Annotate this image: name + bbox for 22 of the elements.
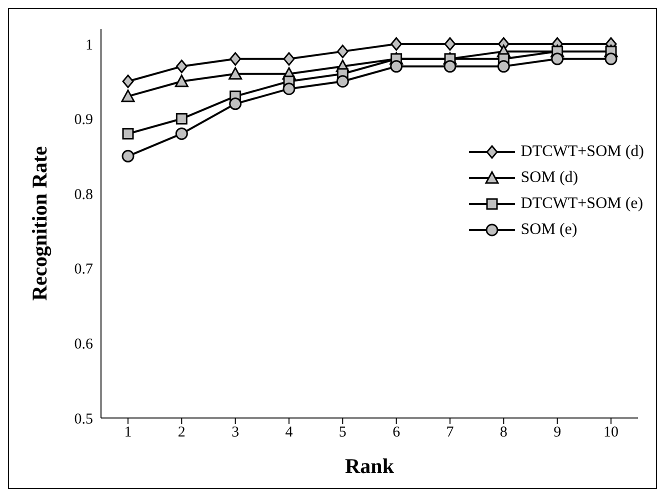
- x-tick-label: 6: [392, 424, 401, 441]
- x-tick-label: 2: [178, 424, 186, 441]
- x-tick-label: 5: [338, 424, 346, 441]
- y-tick-label: 1: [86, 37, 93, 54]
- legend-label: SOM (e): [520, 221, 578, 239]
- y-axis-title: Recognition Rate: [27, 146, 52, 301]
- y-tick-label: 0.5: [74, 411, 93, 428]
- x-tick-label: 9: [554, 424, 562, 441]
- x-tick-label: 1: [124, 424, 132, 441]
- x-axis-title: Rank: [344, 454, 394, 478]
- legend-label: DTCWT+SOM (e): [520, 195, 644, 213]
- x-tick-label: 10: [604, 424, 618, 441]
- legend-label: DTCWT+SOM (d): [520, 143, 644, 161]
- x-tick-label: 7: [446, 424, 454, 441]
- x-tick-label: 4: [285, 424, 294, 441]
- y-tick-label: 0.8: [74, 186, 93, 203]
- x-tick-label: 8: [500, 424, 508, 441]
- x-tick-label: 3: [232, 424, 240, 441]
- legend-label: SOM (d): [520, 169, 578, 187]
- y-tick-label: 0.9: [74, 112, 93, 128]
- y-tick-label: 0.6: [74, 336, 94, 353]
- y-tick-label: 0.7: [74, 262, 94, 278]
